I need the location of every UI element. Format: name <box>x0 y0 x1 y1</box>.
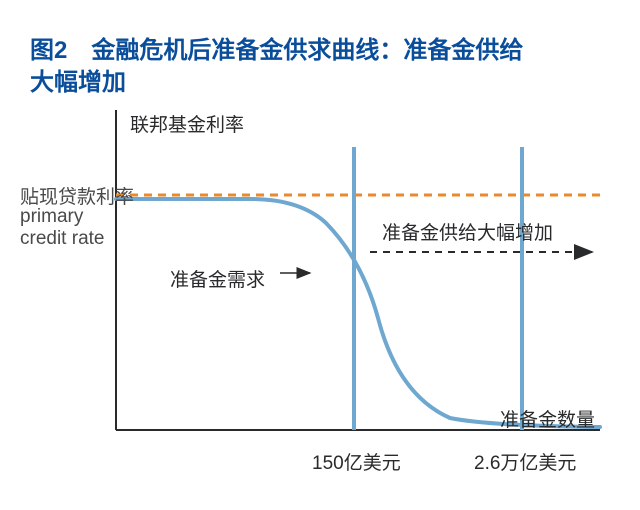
figure-title-line2: 大幅增加 <box>30 62 126 97</box>
x-tick-150: 150亿美元 <box>312 448 401 475</box>
discount-rate-label-en2: credit rate <box>20 228 104 250</box>
x-tick-26000: 2.6万亿美元 <box>474 448 576 475</box>
supply-shift-label: 准备金供给大幅增加 <box>382 218 553 245</box>
figure-title-line1: 图2 金融危机后准备金供求曲线：准备金供给 <box>30 30 523 65</box>
discount-rate-label-cn: 贴现贷款利率 <box>20 182 134 209</box>
discount-rate-label-en1: primary <box>20 206 83 228</box>
demand-curve-label: 准备金需求 <box>170 265 265 292</box>
y-axis-label: 联邦基金利率 <box>130 110 244 137</box>
x-axis-label: 准备金数量 <box>500 405 595 432</box>
